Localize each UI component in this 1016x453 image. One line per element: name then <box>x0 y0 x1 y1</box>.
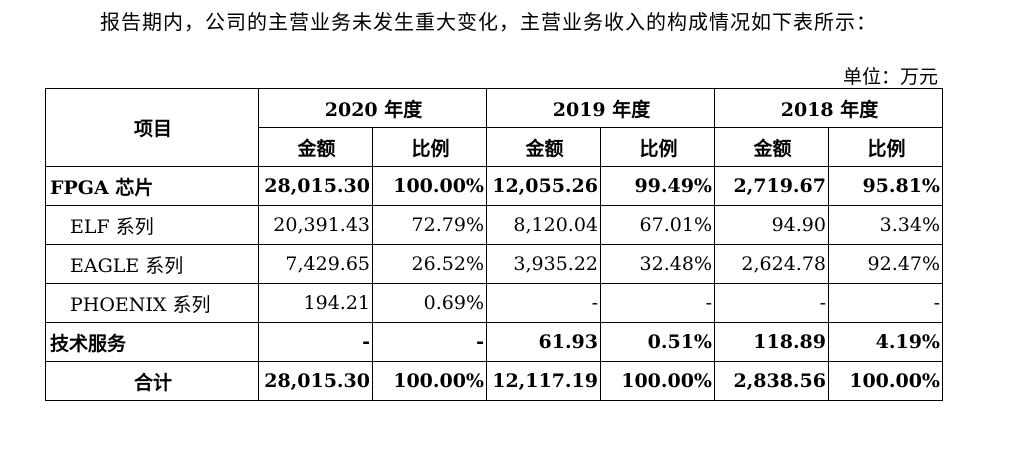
cell-amount: 8,120.04 <box>486 205 601 245</box>
cell-ratio: 92.47% <box>828 244 943 284</box>
ratio-header: 比例 <box>828 127 943 167</box>
table-row: EAGLE 系列 7,429.65 26.52% 3,935.22 32.48%… <box>45 244 943 284</box>
cell-amount: 118.89 <box>714 322 829 362</box>
table-subheader-row: 金额 比例 金额 比例 金额 比例 <box>46 127 943 167</box>
row-label: 技术服务 <box>45 322 259 362</box>
table-row: ELF 系列 20,391.43 72.79% 8,120.04 67.01% … <box>45 205 943 245</box>
cell-amount: 3,935.22 <box>486 244 601 284</box>
cell-ratio: 100.00% <box>372 361 487 401</box>
amount-header: 金额 <box>258 127 373 167</box>
cell-amount: 194.21 <box>258 283 373 323</box>
cell-amount: - <box>714 283 829 323</box>
cell-ratio: 0.69% <box>372 283 487 323</box>
ratio-header: 比例 <box>372 127 487 167</box>
unit-label: 单位：万元 <box>842 66 938 88</box>
cell-ratio: 100.00% <box>372 166 487 206</box>
cell-amount: 61.93 <box>486 322 601 362</box>
cell-amount: 12,055.26 <box>486 166 601 206</box>
table-row: 技术服务 - - 61.93 0.51% 118.89 4.19% <box>45 322 943 362</box>
cell-amount: 7,429.65 <box>258 244 373 284</box>
row-label: FPGA 芯片 <box>45 166 259 206</box>
cell-amount: 94.90 <box>714 205 829 245</box>
cell-ratio: - <box>828 283 943 323</box>
cell-ratio: 3.34% <box>828 205 943 245</box>
cell-ratio: 99.49% <box>600 166 715 206</box>
cell-ratio: - <box>600 283 715 323</box>
cell-amount: 2,624.78 <box>714 244 829 284</box>
row-label: PHOENIX 系列 <box>45 283 259 323</box>
year-header-2020: 2020 年度 <box>258 88 487 128</box>
cell-ratio: - <box>372 322 487 362</box>
row-label: ELF 系列 <box>45 205 259 245</box>
year-header-2018: 2018 年度 <box>714 88 943 128</box>
item-header: 项目 <box>45 88 259 167</box>
cell-ratio: 32.48% <box>600 244 715 284</box>
amount-header: 金额 <box>714 127 829 167</box>
year-header-2019: 2019 年度 <box>486 88 715 128</box>
ratio-header: 比例 <box>600 127 715 167</box>
table-row: PHOENIX 系列 194.21 0.69% - - - - <box>45 283 943 323</box>
cell-amount: 28,015.30 <box>258 166 373 206</box>
table-header-row: 项目 2020 年度 2019 年度 2018 年度 <box>45 88 943 167</box>
cell-ratio: 26.52% <box>372 244 487 284</box>
table-row: FPGA 芯片 28,015.30 100.00% 12,055.26 99.4… <box>45 166 943 206</box>
intro-paragraph: 报告期内，公司的主营业务未发生重大变化，主营业务收入的构成情况如下表所示： <box>100 10 877 34</box>
cell-amount: 2,838.56 <box>714 361 829 401</box>
revenue-composition-table: 项目 2020 年度 2019 年度 2018 年度 金额 比例 金额 比例 金… <box>45 88 943 401</box>
row-label: 合计 <box>45 361 259 401</box>
cell-ratio: 100.00% <box>828 361 943 401</box>
cell-ratio: 4.19% <box>828 322 943 362</box>
amount-header: 金额 <box>486 127 601 167</box>
row-label: EAGLE 系列 <box>45 244 259 284</box>
cell-amount: 28,015.30 <box>258 361 373 401</box>
cell-ratio: 72.79% <box>372 205 487 245</box>
cell-amount: 12,117.19 <box>486 361 601 401</box>
cell-ratio: 100.00% <box>600 361 715 401</box>
cell-amount: - <box>258 322 373 362</box>
cell-amount: 2,719.67 <box>714 166 829 206</box>
cell-amount: - <box>486 283 601 323</box>
cell-ratio: 95.81% <box>828 166 943 206</box>
cell-ratio: 67.01% <box>600 205 715 245</box>
table-total-row: 合计 28,015.30 100.00% 12,117.19 100.00% 2… <box>45 361 943 401</box>
cell-amount: 20,391.43 <box>258 205 373 245</box>
cell-ratio: 0.51% <box>600 322 715 362</box>
